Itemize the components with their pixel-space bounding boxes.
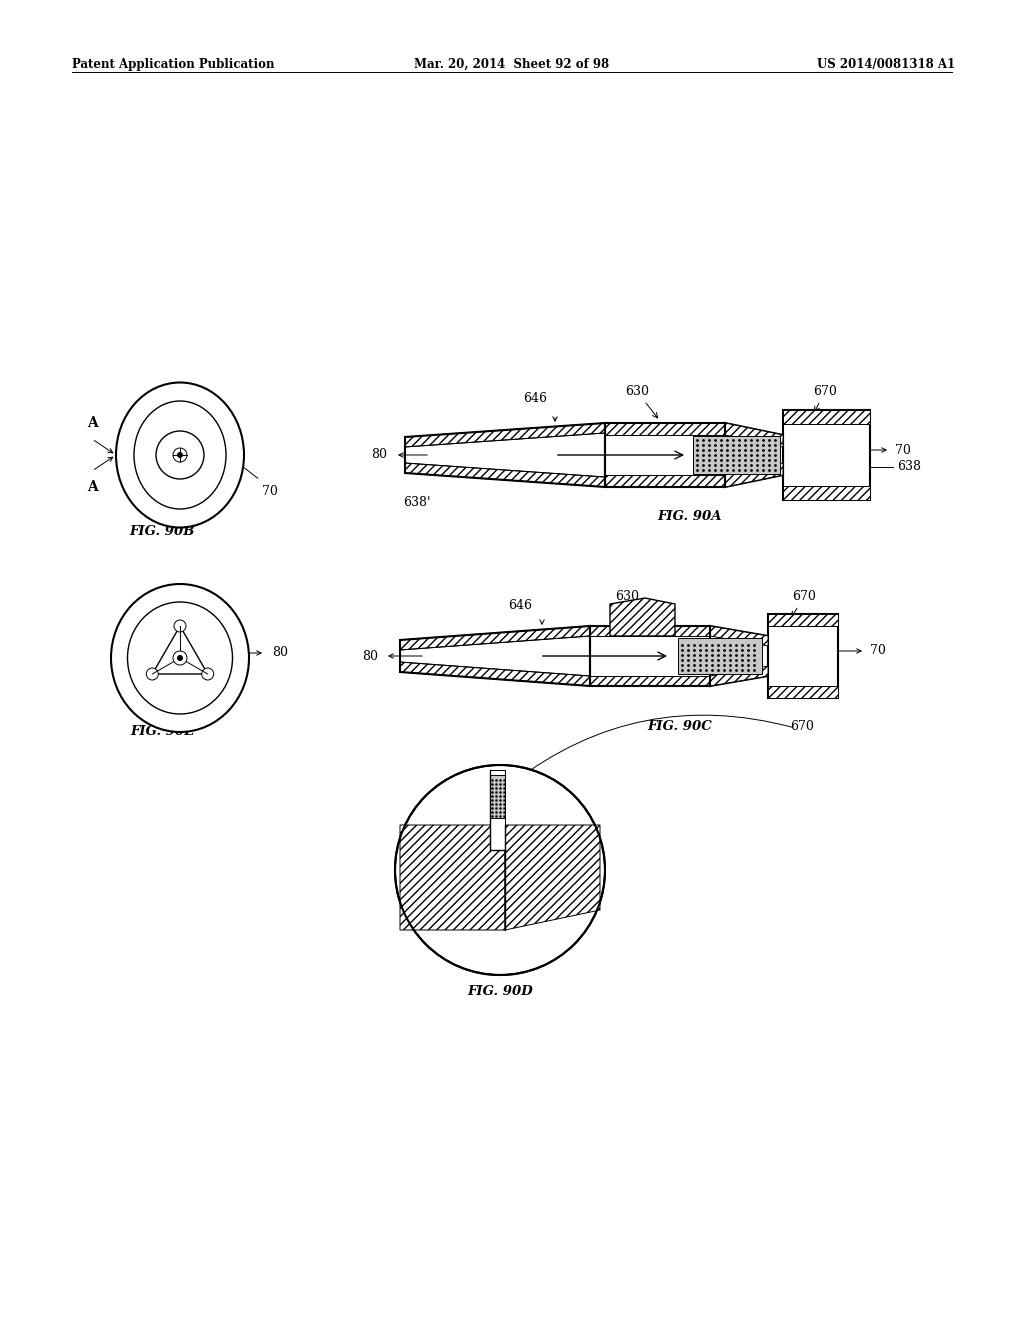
Polygon shape <box>590 626 710 636</box>
Circle shape <box>174 620 186 632</box>
Circle shape <box>156 432 204 479</box>
Polygon shape <box>406 422 605 447</box>
Text: 646: 646 <box>508 599 532 612</box>
Polygon shape <box>610 598 675 636</box>
FancyBboxPatch shape <box>693 436 780 474</box>
Polygon shape <box>490 775 505 818</box>
Text: 638: 638 <box>897 461 921 474</box>
Polygon shape <box>768 614 838 626</box>
Circle shape <box>395 766 605 975</box>
Polygon shape <box>725 422 783 447</box>
Polygon shape <box>710 626 768 686</box>
Polygon shape <box>400 825 505 931</box>
Polygon shape <box>783 411 870 500</box>
Text: 670: 670 <box>813 385 837 412</box>
Text: 638': 638' <box>403 496 430 510</box>
Ellipse shape <box>134 401 226 510</box>
Text: FIG. 90B: FIG. 90B <box>129 525 195 539</box>
Polygon shape <box>505 825 600 931</box>
Text: FIG. 90E: FIG. 90E <box>130 725 195 738</box>
Text: 670: 670 <box>792 590 816 616</box>
Text: A: A <box>87 416 97 430</box>
Polygon shape <box>153 626 208 675</box>
Circle shape <box>177 656 182 660</box>
Text: FIG. 90C: FIG. 90C <box>647 719 713 733</box>
Polygon shape <box>400 663 590 686</box>
Ellipse shape <box>128 602 232 714</box>
Ellipse shape <box>111 583 249 733</box>
Text: 670: 670 <box>790 719 814 733</box>
FancyBboxPatch shape <box>678 638 762 675</box>
Polygon shape <box>400 626 590 649</box>
Polygon shape <box>783 411 870 424</box>
Circle shape <box>173 447 187 462</box>
Polygon shape <box>490 770 505 850</box>
Text: Mar. 20, 2014  Sheet 92 of 98: Mar. 20, 2014 Sheet 92 of 98 <box>415 58 609 71</box>
Ellipse shape <box>116 383 244 528</box>
Text: FIG. 90D: FIG. 90D <box>467 985 532 998</box>
Text: 70: 70 <box>262 484 278 498</box>
Circle shape <box>177 453 182 458</box>
Polygon shape <box>725 422 783 487</box>
Polygon shape <box>605 475 725 487</box>
Text: US 2014/0081318 A1: US 2014/0081318 A1 <box>817 58 955 71</box>
Text: 80: 80 <box>272 647 288 660</box>
Text: 80: 80 <box>362 649 378 663</box>
Polygon shape <box>605 422 725 436</box>
Text: 646: 646 <box>523 392 547 405</box>
Circle shape <box>173 651 187 665</box>
Polygon shape <box>783 486 870 500</box>
Polygon shape <box>768 686 838 698</box>
Text: 70: 70 <box>895 444 911 457</box>
Polygon shape <box>710 667 768 686</box>
Text: 630: 630 <box>615 590 643 620</box>
Polygon shape <box>725 463 783 487</box>
Polygon shape <box>710 626 768 645</box>
Circle shape <box>202 668 214 680</box>
Text: A: A <box>87 480 97 494</box>
Polygon shape <box>590 676 710 686</box>
Text: FIG. 90A: FIG. 90A <box>657 510 722 523</box>
Circle shape <box>146 668 159 680</box>
Polygon shape <box>768 614 838 698</box>
Text: 70: 70 <box>870 644 886 657</box>
Text: Patent Application Publication: Patent Application Publication <box>72 58 274 71</box>
Polygon shape <box>406 463 605 487</box>
Text: 630: 630 <box>625 385 657 418</box>
Text: 80: 80 <box>371 449 387 462</box>
